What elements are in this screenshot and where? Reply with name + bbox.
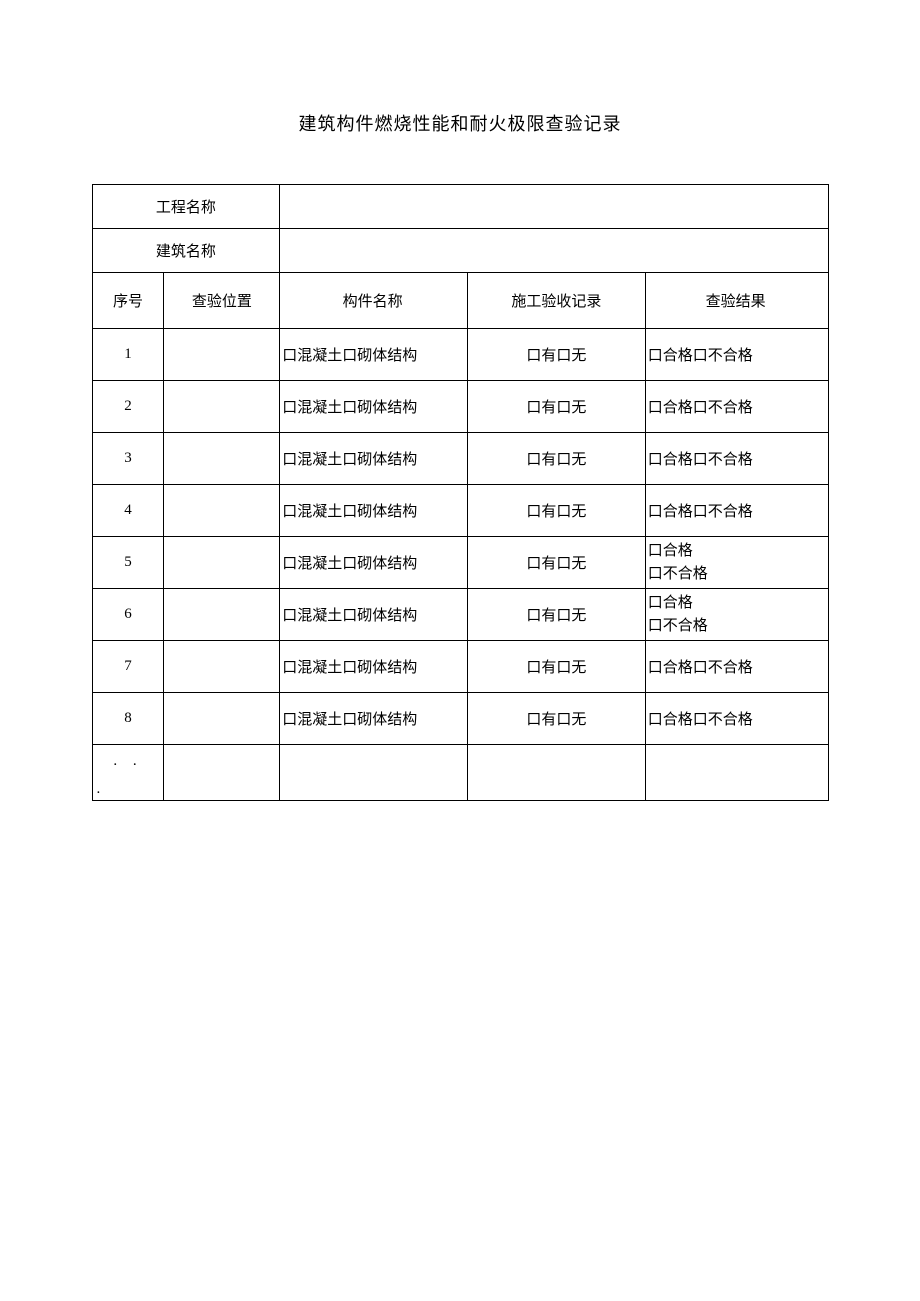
cell-result: 口合格口不合格 <box>645 485 828 537</box>
col-header-record: 施工验收记录 <box>467 273 645 329</box>
cell-component: 口混凝土口砌体结构 <box>280 433 468 485</box>
table-row: 7 口混凝土口砌体结构 口有口无 口合格口不合格 <box>92 641 828 693</box>
cell-seq: 6 <box>92 589 164 641</box>
cell-seq: 2 <box>92 381 164 433</box>
cell-seq: 3 <box>92 433 164 485</box>
project-name-label: 工程名称 <box>92 185 280 229</box>
cell-component: 口混凝土口砌体结构 <box>280 485 468 537</box>
cell-record: 口有口无 <box>467 589 645 641</box>
cell-ellipsis: . . <box>92 745 164 801</box>
cell-seq: 8 <box>92 693 164 745</box>
cell-component: 口混凝土口砌体结构 <box>280 693 468 745</box>
cell-result: 口合格口不合格 <box>645 433 828 485</box>
cell-component: 口混凝土口砌体结构 <box>280 537 468 589</box>
cell-record: 口有口无 <box>467 329 645 381</box>
col-header-seq: 序号 <box>92 273 164 329</box>
table-row: 4 口混凝土口砌体结构 口有口无 口合格口不合格 <box>92 485 828 537</box>
table-row: 3 口混凝土口砌体结构 口有口无 口合格口不合格 <box>92 433 828 485</box>
table-row: 2 口混凝土口砌体结构 口有口无 口合格口不合格 <box>92 381 828 433</box>
cell-location <box>164 433 280 485</box>
cell-seq: 4 <box>92 485 164 537</box>
cell-record: 口有口无 <box>467 537 645 589</box>
cell-location <box>164 485 280 537</box>
cell-result <box>645 745 828 801</box>
cell-location <box>164 693 280 745</box>
cell-location <box>164 745 280 801</box>
table-row: 6 口混凝土口砌体结构 口有口无 口合格口不合格 <box>92 589 828 641</box>
cell-record: 口有口无 <box>467 433 645 485</box>
cell-result: 口合格口不合格 <box>645 589 828 641</box>
cell-result: 口合格口不合格 <box>645 537 828 589</box>
table-row: 1 口混凝土口砌体结构 口有口无 口合格口不合格 <box>92 329 828 381</box>
page-title: 建筑构件燃烧性能和耐火极限查验记录 <box>0 110 920 136</box>
inspection-table: 工程名称 建筑名称 序号 查验位置 构件名称 施工验收记录 查验结果 1 口混凝… <box>92 184 829 801</box>
cell-record: 口有口无 <box>467 381 645 433</box>
building-name-label: 建筑名称 <box>92 229 280 273</box>
cell-result: 口合格口不合格 <box>645 693 828 745</box>
table-row: 8 口混凝土口砌体结构 口有口无 口合格口不合格 <box>92 693 828 745</box>
project-name-row: 工程名称 <box>92 185 828 229</box>
cell-seq: 7 <box>92 641 164 693</box>
cell-seq: 1 <box>92 329 164 381</box>
cell-seq: 5 <box>92 537 164 589</box>
cell-location <box>164 537 280 589</box>
cell-result: 口合格口不合格 <box>645 381 828 433</box>
col-header-location: 查验位置 <box>164 273 280 329</box>
building-name-value <box>280 229 828 273</box>
cell-result: 口合格口不合格 <box>645 329 828 381</box>
cell-record: 口有口无 <box>467 693 645 745</box>
cell-record <box>467 745 645 801</box>
cell-component: 口混凝土口砌体结构 <box>280 589 468 641</box>
table-row: 5 口混凝土口砌体结构 口有口无 口合格口不合格 <box>92 537 828 589</box>
cell-location <box>164 589 280 641</box>
cell-component <box>280 745 468 801</box>
cell-location <box>164 329 280 381</box>
column-header-row: 序号 查验位置 构件名称 施工验收记录 查验结果 <box>92 273 828 329</box>
cell-record: 口有口无 <box>467 641 645 693</box>
col-header-result: 查验结果 <box>645 273 828 329</box>
cell-location <box>164 641 280 693</box>
col-header-component: 构件名称 <box>280 273 468 329</box>
table-row-ellipsis: . . <box>92 745 828 801</box>
cell-record: 口有口无 <box>467 485 645 537</box>
cell-component: 口混凝土口砌体结构 <box>280 329 468 381</box>
building-name-row: 建筑名称 <box>92 229 828 273</box>
cell-component: 口混凝土口砌体结构 <box>280 381 468 433</box>
project-name-value <box>280 185 828 229</box>
cell-result: 口合格口不合格 <box>645 641 828 693</box>
cell-location <box>164 381 280 433</box>
inspection-table-container: 工程名称 建筑名称 序号 查验位置 构件名称 施工验收记录 查验结果 1 口混凝… <box>92 184 829 801</box>
cell-component: 口混凝土口砌体结构 <box>280 641 468 693</box>
